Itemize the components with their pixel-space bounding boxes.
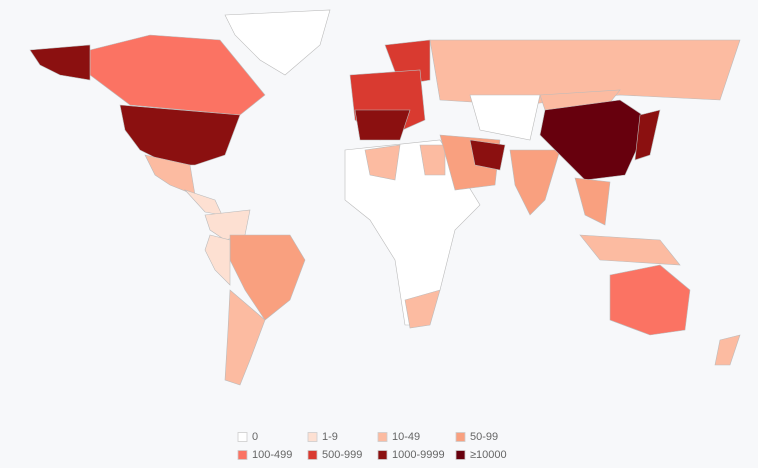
country[interactable] [609,264,691,336]
country[interactable] [364,144,401,181]
country[interactable] [429,39,741,106]
country[interactable] [574,177,611,226]
country[interactable] [204,234,231,286]
legend-label[interactable]: 500-999 [322,449,362,461]
country[interactable] [539,99,651,181]
legend-swatch[interactable] [455,450,466,460]
legend-swatch[interactable] [237,450,248,460]
legend-swatch[interactable] [307,432,318,442]
country[interactable] [469,139,506,171]
legend-swatch[interactable] [307,450,318,460]
country[interactable] [29,44,91,81]
legend-label[interactable]: 1000-9999 [392,449,445,461]
country[interactable] [714,334,741,366]
legend-label[interactable]: 1-9 [322,431,338,443]
country[interactable] [89,34,266,116]
country[interactable] [224,289,266,386]
country[interactable] [579,234,681,266]
countries [29,9,741,386]
country[interactable] [509,149,561,216]
legend: 0 1-9 10-49 50-99 100-499 500-999 1000-9999 ≥10… [237,431,507,461]
country[interactable] [224,9,331,76]
country[interactable] [469,94,541,141]
legend-swatch[interactable] [377,432,388,442]
legend-label[interactable]: 100-499 [252,449,292,461]
country[interactable] [419,144,446,176]
country[interactable] [354,109,411,141]
legend-label[interactable]: 10-49 [392,431,420,443]
country[interactable] [229,234,306,321]
legend-swatch[interactable] [377,450,388,460]
legend-label[interactable]: 0 [252,431,258,443]
legend-swatch[interactable] [455,432,466,442]
country[interactable] [404,289,441,329]
legend-label[interactable]: 50-99 [470,431,498,443]
country[interactable] [144,154,196,196]
legend-label[interactable]: ≥10000 [470,449,507,461]
country[interactable] [634,109,661,161]
legend-swatch[interactable] [237,432,248,442]
